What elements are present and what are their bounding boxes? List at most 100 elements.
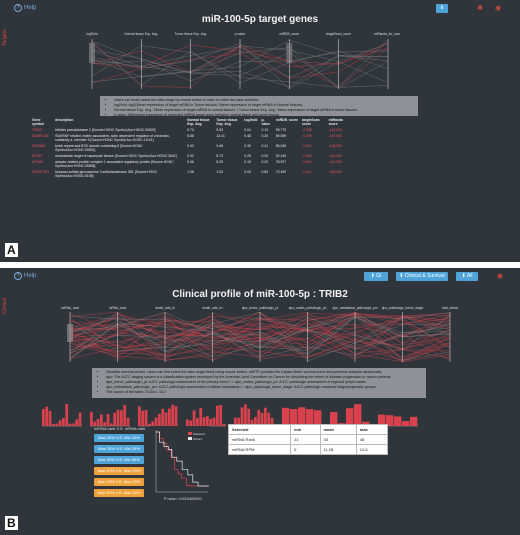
legend-label: Selected (193, 432, 205, 436)
hist-bar (354, 404, 362, 426)
table-cell: 0.04 (244, 128, 251, 132)
targets-side-tab[interactable]: Targets (2, 29, 8, 46)
notes-box: Users can freely select the data range b… (100, 96, 418, 118)
pc-axis-label: miRDB_score (279, 32, 299, 36)
clinical-notes-box: Visualize survival curves: Users can fir… (92, 368, 426, 398)
hist-bar (58, 420, 62, 426)
hist-bar (378, 414, 386, 426)
table-cell: 92.149 (275, 154, 287, 158)
gene-symbol[interactable]: MTOR (32, 154, 42, 158)
panel-label-b: B (5, 516, 18, 530)
gene-symbol[interactable]: HS3ST1B1 (32, 170, 49, 174)
note-item: p value: Differential expression of pred… (114, 113, 412, 118)
hist-bar (78, 412, 82, 426)
hist-bar (244, 404, 247, 426)
table-cell: -0.309 (302, 134, 312, 138)
hist-bar (196, 418, 199, 426)
table-cell: 73.490 (275, 170, 287, 174)
help-link[interactable]: ? Help (14, 4, 36, 12)
table-cell: 1.53 (216, 170, 224, 174)
all-button-label: All (466, 273, 473, 279)
pc-axis-label: vital_status (442, 306, 458, 310)
hist-bar (93, 421, 97, 426)
rank-title: miRNA rank V.S. mRNA rank (94, 426, 146, 431)
pc-axis-label: ajcc_pathologic_tumor_stage (382, 306, 424, 310)
hist-bar (96, 418, 100, 426)
rank-filter-button[interactable]: Max 25% V.S. Min 25% (94, 445, 144, 453)
hist-bar (148, 423, 151, 426)
pc-axis-label: ajcc_tumor_pathologic_pt (242, 306, 278, 310)
hist-bar (120, 410, 123, 426)
km-pvalue: P value= 0.000146929/1 (164, 497, 202, 501)
eye-icon[interactable]: ◉ (496, 273, 504, 280)
gene-symbol[interactable]: AP1AR (32, 160, 44, 164)
table-cell: 86.045 (275, 144, 287, 148)
rank-filter-button[interactable]: Max 25% V.S. Max 25% (94, 478, 144, 486)
help-label: Help (24, 273, 37, 279)
rank-filter-button[interactable]: Max 10% V.S. Max 10% (94, 467, 144, 475)
hist-bar (161, 408, 165, 426)
parallel-coordinates-clinical[interactable]: miRNA_rank mRNA_rank death_rate_bi death_ra… (60, 304, 460, 366)
panel-label-a: A (5, 243, 18, 257)
rank-filter-button[interactable]: Max 10% V.S. Min 10% (94, 434, 144, 442)
rank-filter-button[interactable]: Max 50% V.S. Max 50% (94, 489, 144, 497)
help-link[interactable]: ? Help (14, 272, 36, 280)
table-header[interactable]: Normal tissue Exp. Avg. (187, 118, 210, 126)
all-button[interactable]: ⬇ All (456, 272, 478, 281)
table-header[interactable]: log2fold (244, 118, 258, 122)
table-row[interactable]: KBTBD8 kelch repeat and BTB domain contai… (30, 143, 350, 153)
table-header[interactable]: miRanda score (328, 118, 343, 126)
table-header[interactable]: targetScan score (302, 118, 320, 126)
pc-brush[interactable] (286, 43, 293, 63)
pc-brush[interactable] (89, 43, 95, 63)
hist-bar (330, 412, 338, 426)
table-header[interactable]: description (55, 118, 74, 122)
clinical-survival-label: Clinical & Survival (404, 273, 445, 279)
legend-swatch (188, 432, 192, 435)
download-button[interactable]: ⬇ (436, 4, 448, 13)
gene-symbol[interactable]: TRIB2 (32, 128, 42, 132)
pc-axis-label: death_rate_bi (155, 306, 175, 310)
table-row[interactable]: SMARCA5 SWI/SNF related, matrix associate… (30, 133, 350, 143)
clinical-survival-button[interactable]: ⬇ Clinical & Survival (396, 272, 448, 281)
gene-symbol[interactable]: KBTBD8 (32, 144, 46, 148)
pc-axis-label: targetScan_score (326, 32, 351, 36)
table-row[interactable]: AP1AR adaptor related protein complex 1 a… (30, 159, 350, 169)
table-row[interactable]: HS3ST1B1 heparan sulfate-glucosamine 3-su… (30, 169, 350, 179)
table-header[interactable]: Gene symbol (32, 118, 44, 126)
note-item: Normal tissue Exp. Avg.: Mean expression… (114, 108, 412, 113)
table-cell: 0.06 (187, 160, 194, 164)
table-row[interactable]: TRIB2 tribbles pseudokinase 2 [Source:HGN… (30, 127, 350, 133)
pc-axis-label: log2fold (86, 32, 97, 36)
eye-icon[interactable]: ◉ (494, 5, 502, 12)
hist-bar (141, 410, 145, 426)
hist-bar (212, 417, 216, 426)
hist-bar (202, 417, 206, 426)
hist-bar (103, 422, 107, 426)
stats-header: max (355, 424, 389, 435)
table-header[interactable]: miRDB_score (275, 118, 298, 122)
table-header[interactable]: Tumor tissue Exp. Avg. (216, 118, 238, 126)
hist-bar (100, 414, 103, 426)
table-header[interactable]: p-value (261, 118, 271, 126)
table-cell: -155.000 (328, 170, 342, 174)
table-cell: 0.02 (187, 154, 194, 158)
stats-row: miRNA Rank 21 33 48 (227, 434, 389, 445)
hist-bar (116, 409, 120, 426)
hist-bar (113, 412, 117, 426)
table-cell: tribbles pseudokinase 2 [Source:HGNC Sym… (55, 128, 156, 132)
rank-filter-button[interactable]: Max 50% V.S. Min 50% (94, 456, 144, 464)
table-cell: 0.29 (244, 154, 251, 158)
hist-bar (186, 419, 189, 426)
pc-axis-label: mRNA_rank (109, 306, 127, 310)
table-row[interactable]: MTOR mechanistic target of rapamycin kina… (30, 153, 350, 159)
hist-bar (250, 419, 254, 426)
gene-symbol[interactable]: SMARCA5 (32, 134, 49, 138)
help-label: Help (24, 5, 37, 11)
hist-bar (106, 414, 110, 426)
gt-button[interactable]: ⬇ Gt (364, 272, 388, 281)
settings-icon[interactable]: ✱ (477, 5, 483, 12)
parallel-coordinates-targets[interactable]: log2fold Normal tissue Exp. Avg. Tumor tis… (80, 29, 400, 93)
pc-brush[interactable] (67, 324, 73, 342)
hist-bar (240, 407, 244, 426)
